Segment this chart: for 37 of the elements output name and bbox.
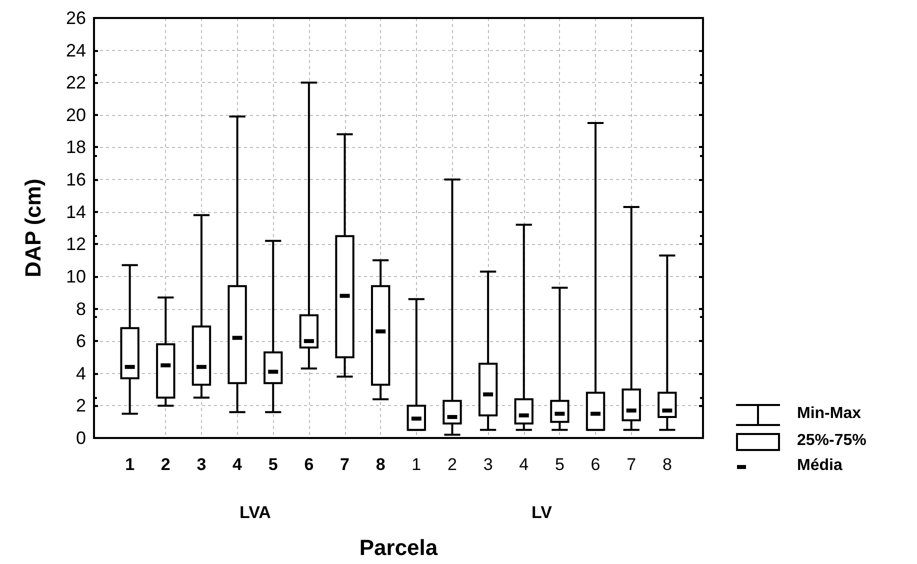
y-tick-label: 22 [66, 72, 86, 93]
y-tick-label: 2 [76, 396, 86, 416]
x-tick-label: 3 [196, 455, 206, 474]
text: 25%-75% [797, 432, 866, 450]
x-tick-label: 7 [340, 455, 350, 474]
text: LVA [239, 503, 271, 523]
x-tick-label: 7 [626, 455, 636, 474]
y-tick-label: 8 [76, 298, 86, 319]
y-tick-label: 10 [66, 266, 86, 286]
y-tick-label: 16 [66, 170, 86, 190]
x-tick-label: 4 [519, 455, 529, 474]
y-tick-label: 12 [66, 234, 86, 254]
x-tick-label: 2 [160, 455, 170, 474]
x-tick-label: 4 [232, 455, 243, 474]
x-tick-label: 8 [376, 455, 386, 474]
x-tick-label: 1 [412, 455, 422, 474]
x-tick-label: 3 [483, 455, 493, 474]
x-tick-label: 8 [662, 455, 672, 474]
x-axis-title: Parcela [359, 535, 438, 561]
x-tick-label: 6 [590, 455, 600, 474]
y-axis-title: DAP (cm) [20, 178, 46, 278]
y-tick-label: 14 [66, 202, 86, 222]
x-tick-label: 6 [304, 455, 314, 474]
x-tick-label: 1 [125, 455, 135, 474]
x-tick-label: 5 [554, 455, 564, 474]
y-tick-label: 4 [76, 363, 86, 384]
y-tick-label: 0 [76, 428, 86, 448]
y-tick-label: 20 [66, 104, 86, 125]
x-tick-label: 5 [268, 455, 278, 474]
y-tick-label: 24 [66, 40, 86, 60]
x-tick-label: 2 [448, 455, 457, 474]
y-tick-label: 26 [66, 8, 86, 28]
y-tick-label: 6 [76, 331, 86, 352]
text: LV [532, 503, 552, 523]
text: Min-Max [797, 405, 861, 423]
y-tick-label: 18 [66, 137, 86, 158]
text: Média [797, 457, 842, 475]
